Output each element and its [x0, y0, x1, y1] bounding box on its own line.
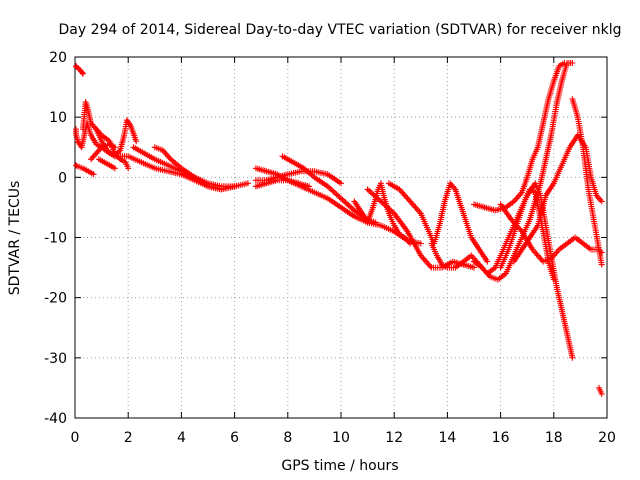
- y-tick-label: 20: [49, 50, 67, 66]
- y-tick-label: -10: [44, 231, 67, 247]
- x-tick-label: 20: [598, 430, 616, 446]
- x-tick-label: 12: [385, 430, 403, 446]
- chart-title: Day 294 of 2014, Sidereal Day-to-day VTE…: [59, 22, 622, 38]
- series-arc-19: [471, 60, 568, 214]
- series-arc-13: [252, 177, 313, 190]
- series-arc-16: [385, 180, 491, 265]
- data-series: [73, 60, 605, 397]
- series-arc-1: [73, 63, 86, 77]
- series-arc-7: [95, 156, 118, 172]
- y-tick-label: 0: [58, 170, 67, 186]
- y-tick-label: -30: [44, 351, 67, 367]
- y-axis-label: SDTVAR / TECUs: [7, 181, 23, 296]
- series-arc-9: [151, 144, 238, 193]
- x-tick-label: 8: [283, 430, 292, 446]
- axis-ticks: 0 2 4 6 8 10 12 14 16 18 20 -40 -30 -20 -10 0 10 20: [44, 50, 616, 446]
- series-arc-25: [596, 384, 605, 397]
- x-tick-label: 18: [545, 430, 563, 446]
- series-arc-6: [93, 126, 132, 172]
- x-tick-label: 10: [332, 430, 350, 446]
- y-tick-label: -20: [44, 291, 67, 307]
- x-tick-label: 14: [438, 430, 456, 446]
- series-arc-18: [471, 60, 576, 283]
- series-arc-24: [497, 201, 605, 265]
- x-tick-label: 4: [177, 430, 186, 446]
- x-tick-label: 0: [71, 430, 80, 446]
- x-tick-label: 2: [124, 430, 133, 446]
- x-tick-label: 16: [492, 430, 510, 446]
- x-axis-label: GPS time / hours: [281, 458, 398, 474]
- series-arc-4: [73, 162, 97, 178]
- y-tick-label: -40: [44, 411, 67, 427]
- y-tick-label: 10: [49, 110, 67, 126]
- x-tick-label: 6: [230, 430, 239, 446]
